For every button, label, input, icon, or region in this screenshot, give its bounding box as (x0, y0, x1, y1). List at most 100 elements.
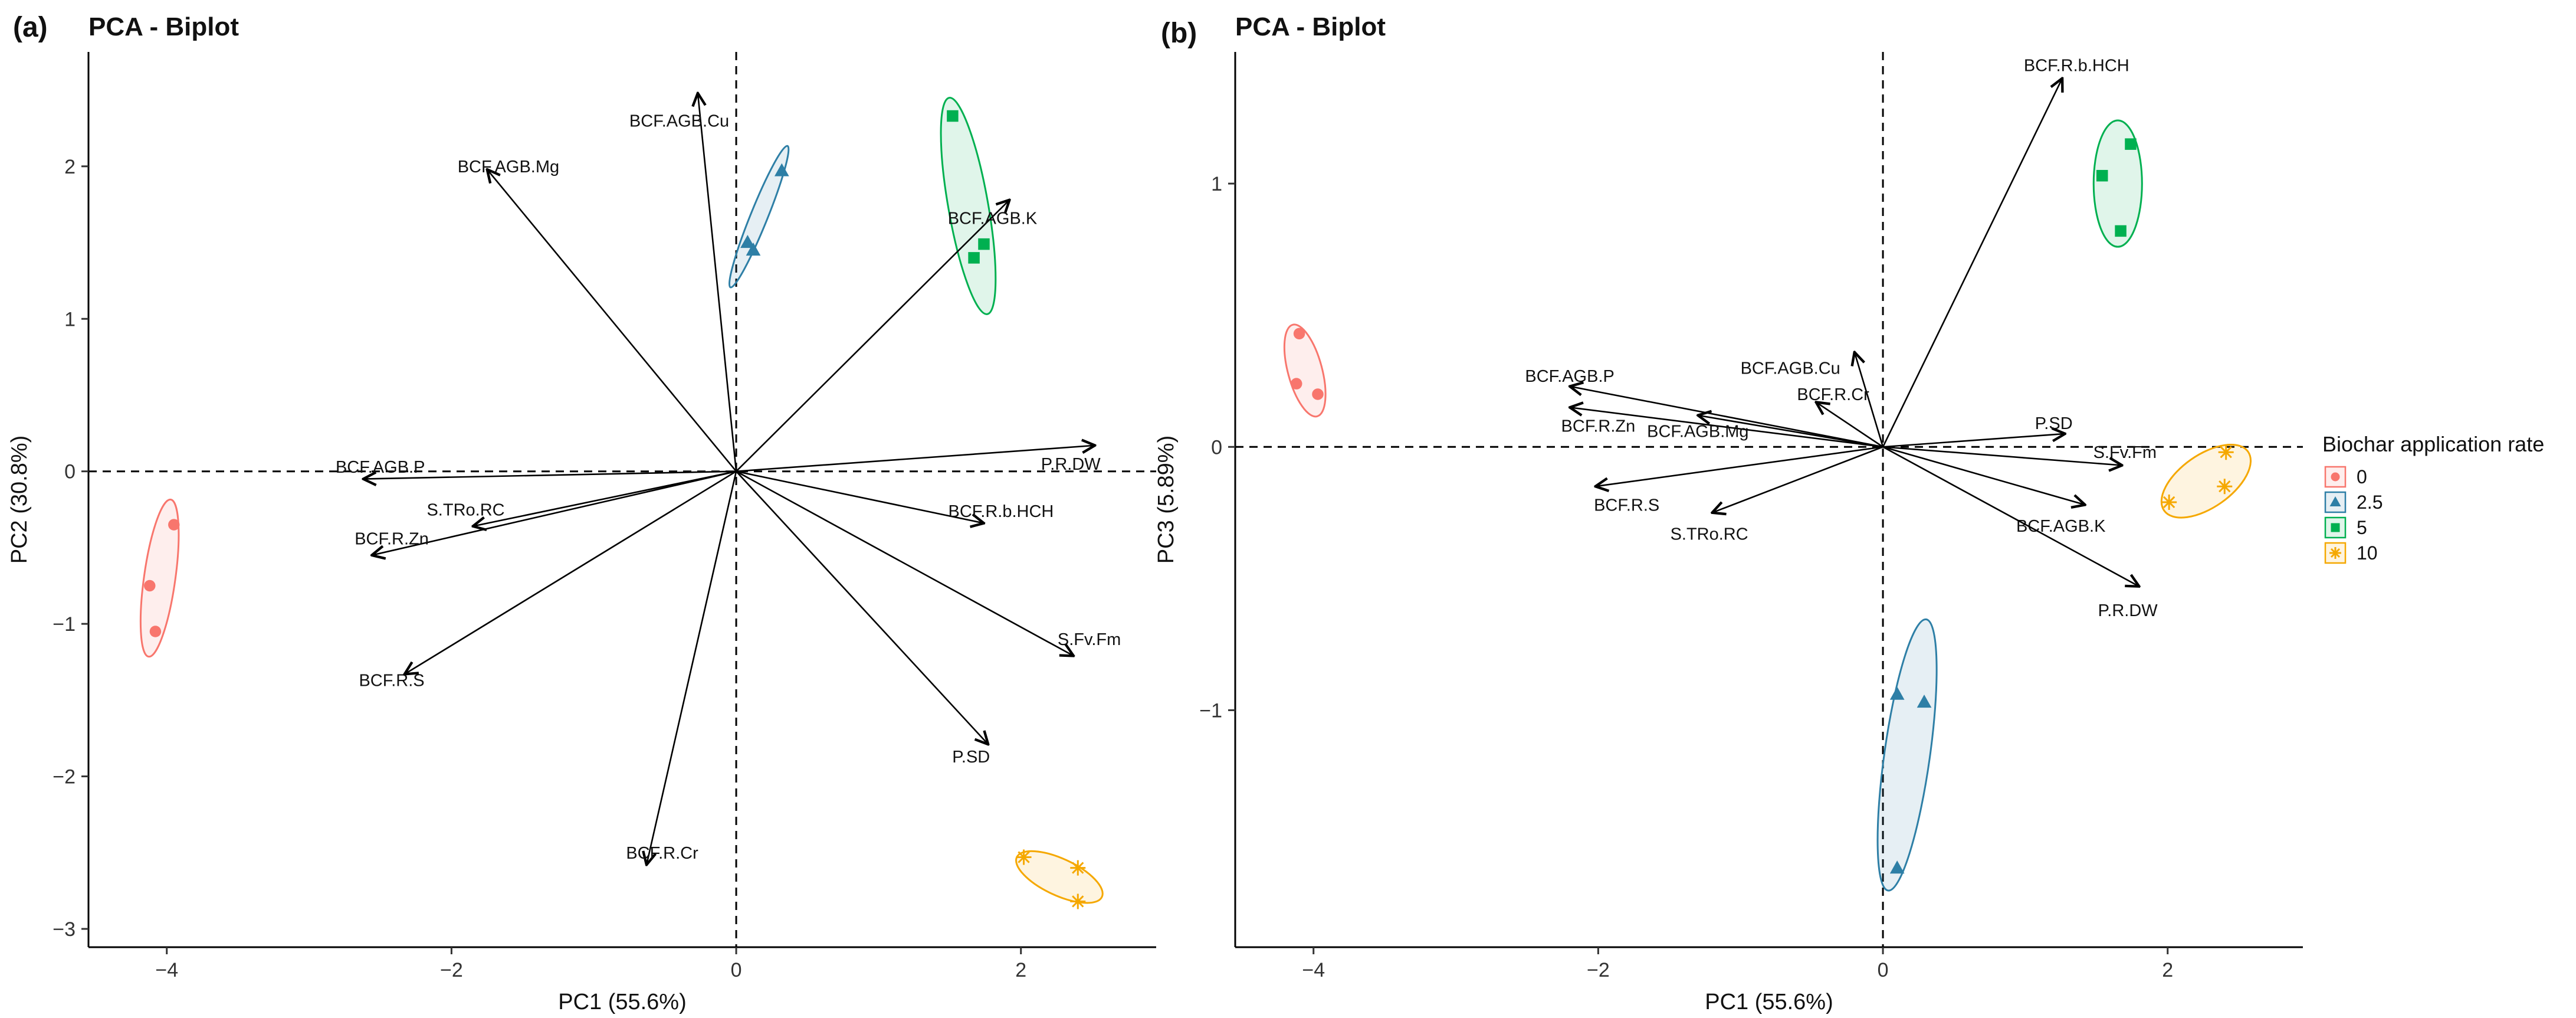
panel-b-x-tick-label: 0 (1878, 959, 1889, 981)
panel-a-group-5-point (947, 110, 959, 122)
panel-a-y-tick-label: 0 (64, 461, 76, 483)
panel-a-group-10-point-shape (1016, 849, 1032, 865)
panel-b-loading-label: BCF.AGB.Mg (1647, 422, 1748, 441)
panel-a-loading-arrow (372, 470, 737, 555)
panel-b-group-2.5-point (1889, 686, 1905, 700)
panel-b-loading-label: P.R.DW (2098, 601, 2158, 620)
panel-b-group-2.5-point (1889, 860, 1905, 874)
legend-item-10: 10 (2324, 542, 2378, 564)
panel-b-group-5-point (2115, 225, 2127, 237)
panel-a-loading-label: S.TRo.RC (426, 500, 504, 519)
panel-a-loading-arrow (736, 470, 984, 523)
panel-a-x-axis-title: PC1 (55.6%) (558, 990, 687, 1014)
panel-b-group-2.5-point-shape (1917, 695, 1932, 708)
panel-a-x-tick-label: 2 (1015, 959, 1026, 981)
panel-a-loading-arrow (698, 93, 737, 472)
legend-key-symbol-shape (2331, 523, 2340, 532)
panel-a-group-5-point-shape (947, 110, 959, 122)
panel-a-group-5-point-shape (978, 238, 990, 250)
panel-b-group-10-point (2218, 444, 2234, 460)
panel-a-group-10-point-shape (1070, 893, 1086, 909)
panel-a-loading-label: S.Fv.Fm (1058, 630, 1121, 649)
panel-a-group-5-point-shape (968, 252, 980, 264)
panel-b-group-10-point-shape (2218, 444, 2234, 460)
panel-b-group-10-point (2161, 494, 2177, 510)
panel-b-loading-label: BCF.R.b.HCH (2024, 56, 2129, 75)
panel-a-loading-label: BCF.AGB.Mg (458, 158, 559, 176)
panel-a-loading-label: P.SD (952, 748, 990, 767)
legend-item-0: 0 (2324, 466, 2367, 488)
panel-a-y-tick-label: −3 (52, 918, 76, 941)
panel-a-group-2.5-point (774, 163, 789, 176)
panel-b-group-10-point-shape (2161, 494, 2177, 510)
panel-a-loading-arrow (647, 471, 737, 865)
panel-a-group-10-point (1016, 849, 1032, 865)
panel-b-y-tick-label: −1 (1199, 699, 1222, 722)
legend-item-2.5: 2.5 (2324, 491, 2383, 513)
panel-a-loading-label: BCF.R.Zn (355, 529, 429, 548)
panel-a-group-2.5-point-shape (740, 235, 755, 248)
panel-b-loading-label: P.SD (2035, 414, 2073, 433)
panel-b-plot: −4 −2 0 2 −1 0 1 PC1 (55.6%) PC3 (5.89%) BCF.R.b.… (1154, 52, 2303, 1014)
panel-a-loading-arrow (473, 470, 737, 526)
panel-a-plot: −4 −2 0 2 −3 −2 −1 0 1 2 PC1 (55.6%) PC2 (30.8%) BCF… (7, 52, 1156, 1014)
panel-a-group-5-point (978, 238, 990, 250)
panel-a-loading-label: P.R.DW (1041, 455, 1101, 474)
panel-b-group-10-point-shape (2217, 479, 2233, 495)
panel-a-group-2.5-point-shape (774, 163, 789, 176)
panel-b-loading-label: BCF.R.Zn (1561, 417, 1636, 436)
panel-a-title: PCA - Biplot (88, 12, 239, 41)
panel-b-y-tick-label: 0 (1211, 436, 1222, 459)
panel-a-loading-arrow (487, 169, 737, 472)
panel-b-x-axis-title: PC1 (55.6%) (1705, 990, 1833, 1014)
panel-b-group-0-point (1293, 328, 1305, 340)
panel-a-x-tick-label: −4 (155, 959, 178, 981)
panel-b-loading-label: S.TRo.RC (1671, 525, 1748, 544)
panel-b-group-0-point-shape (1312, 388, 1324, 400)
panel-b-loading-arrow (1596, 446, 1883, 486)
panel-b-loading-label: BCF.R.Cr (1797, 385, 1869, 404)
panel-a-group-5-ellipse (940, 97, 997, 315)
panel-b-group-5-point (2096, 169, 2108, 182)
legend-item-label: 5 (2357, 517, 2367, 538)
panel-a-group-2.5-point-shape (746, 242, 761, 256)
panel-b-group-2.5-point-shape (1889, 860, 1905, 874)
panel-a-loading-arrow (363, 470, 737, 479)
panel-a-loading-label: BCF.AGB.Cu (629, 112, 729, 130)
panel-a-group-10-point (1070, 860, 1086, 876)
panel-b-loading-arrow (1882, 446, 2122, 465)
panel-b-group-2.5-point-shape (1889, 686, 1905, 700)
panel-a-y-tick-label: 1 (64, 308, 76, 330)
legend-key-symbol-shape (2329, 496, 2341, 506)
legend-key-symbol (2331, 472, 2340, 482)
panel-b-group-10-ellipse (2160, 443, 2252, 519)
panel-a-group-0-point-shape (149, 626, 162, 637)
legend-key-symbol (2331, 523, 2340, 532)
panel-a-loading-label: BCF.R.Cr (626, 844, 698, 863)
panel-b-group-5-point-shape (2125, 138, 2137, 150)
panel-b-group-2.5-ellipse (1876, 618, 1938, 892)
panel-b-loading-label: BCF.R.S (1594, 496, 1659, 515)
legend-key-symbol-shape (2331, 472, 2340, 482)
panel-b-loading-label: S.Fv.Fm (2093, 443, 2157, 462)
legend-item-5: 5 (2324, 516, 2367, 539)
panel-b-group-5-point (2125, 138, 2137, 150)
panel-a-letter: (a) (13, 12, 48, 43)
panel-a-loading-arrow (405, 470, 737, 675)
panel-b-loading-arrow (1882, 446, 2139, 586)
panel-a-group-0-point (144, 580, 156, 592)
panel-a-loading-arrow (736, 200, 1009, 472)
panel-b-group-0-point-shape (1291, 378, 1302, 389)
panel-a-group-10-point-shape (1070, 860, 1086, 876)
panel-a-loading-label: BCF.R.b.HCH (949, 502, 1054, 521)
legend-item-label: 10 (2357, 542, 2378, 564)
legend-key-symbol (2329, 547, 2341, 559)
panel-a-loading-label: BCF.R.S (359, 672, 424, 690)
panel-a-loading-arrow (736, 470, 988, 745)
legend: Biochar application rate 0 2.5 5 10 (2322, 432, 2544, 564)
legend-item-label: 2.5 (2357, 492, 2383, 513)
panel-b-letter: (b) (1161, 18, 1197, 49)
panel-b-loading-arrow (1882, 78, 2062, 447)
